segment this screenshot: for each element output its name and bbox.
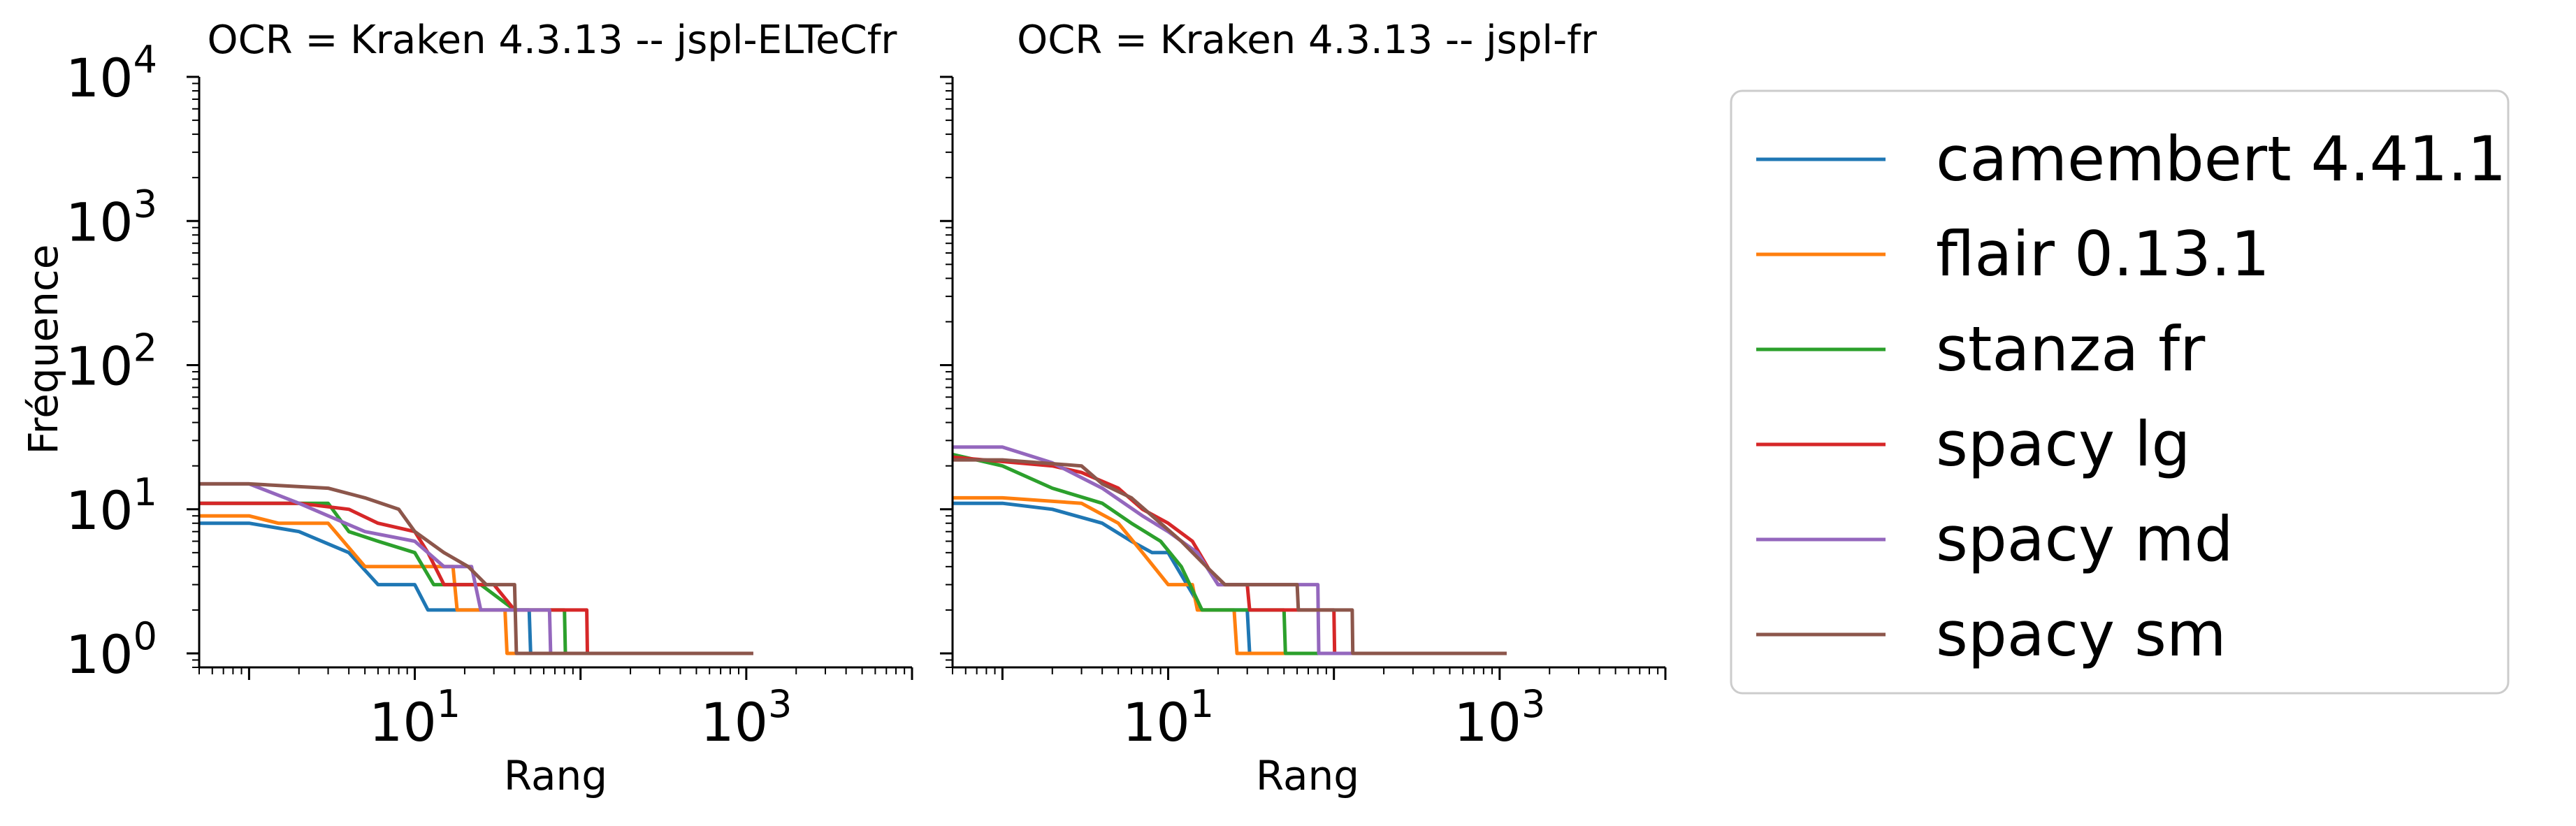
right-panel-title: OCR = Kraken 4.3.13 -- jspl-fr — [1017, 17, 1598, 63]
left-panel-xlabel: Rang — [504, 752, 607, 799]
series-line-spacy-sm — [953, 458, 1507, 655]
left-panel-ticks: 101 103 100 101 102 103 104 — [66, 38, 913, 753]
y-tick-label: 100 — [66, 614, 157, 686]
series-line-camembert-4-41-1 — [199, 521, 753, 655]
legend-label: stanza fr — [1936, 313, 2206, 385]
legend-label: spacy lg — [1936, 408, 2190, 480]
right-panel-ticks: 101 103 — [940, 75, 1667, 753]
x-tick-label: 101 — [369, 682, 461, 753]
y-tick-label: 101 — [66, 470, 157, 542]
legend-label: spacy sm — [1936, 598, 2227, 670]
series-line-flair-0-13-1 — [199, 514, 753, 655]
legend-entries: camembert 4.41.1 flair 0.13.1 stanza fr spa… — [1756, 123, 2506, 670]
y-tick-label: 103 — [66, 182, 157, 253]
left-panel-ylabel: Fréquence — [20, 245, 67, 455]
legend-label: spacy md — [1936, 503, 2234, 575]
right-panel-axes — [951, 77, 1665, 669]
series-line-flair-0-13-1 — [953, 495, 1507, 655]
series-line-camembert-4-41-1 — [953, 501, 1507, 655]
right-panel-xlabel: Rang — [1256, 752, 1359, 799]
left-panel-series — [199, 481, 753, 655]
x-tick-label: 103 — [700, 682, 792, 753]
series-line-spacy-sm — [199, 481, 753, 655]
legend-label: camembert 4.41.1 — [1936, 123, 2506, 195]
x-tick-label: 101 — [1122, 682, 1214, 753]
right-panel: OCR = Kraken 4.3.13 -- jspl-fr Rang 101 1… — [940, 17, 1667, 799]
right-panel-series — [952, 445, 1507, 655]
left-panel-title: OCR = Kraken 4.3.13 -- jspl-ELTeCfr — [208, 17, 898, 63]
y-tick-label: 102 — [66, 326, 157, 398]
legend: camembert 4.41.1 flair 0.13.1 stanza fr spa… — [1730, 89, 2510, 695]
left-panel: OCR = Kraken 4.3.13 -- jspl-ELTeCfr Fréq… — [20, 17, 913, 799]
x-tick-label: 103 — [1454, 682, 1545, 753]
series-line-stanza-fr — [952, 452, 1507, 655]
left-panel-axes — [198, 77, 912, 669]
legend-label: flair 0.13.1 — [1936, 218, 2270, 290]
series-line-spacy-lg — [199, 501, 753, 655]
series-line-spacy-md — [199, 481, 753, 655]
y-tick-label: 104 — [66, 38, 157, 109]
legend-frame — [1730, 89, 2510, 695]
